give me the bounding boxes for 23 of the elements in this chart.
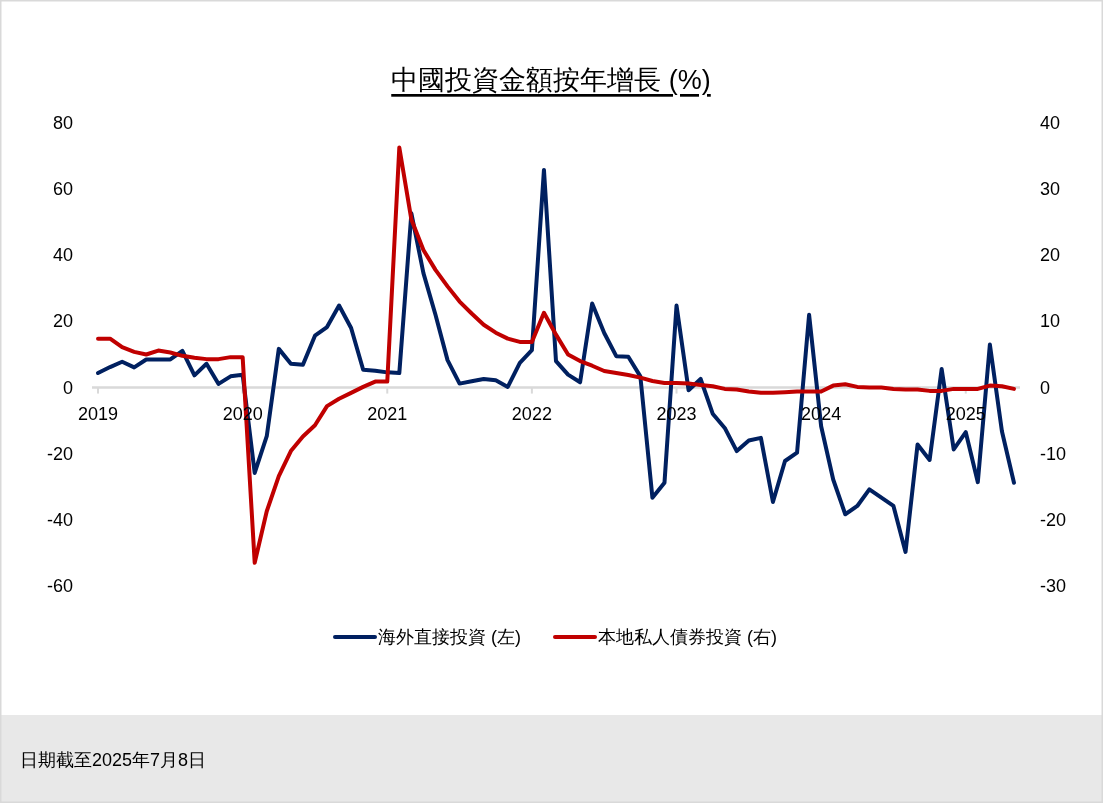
y-tick: 0 xyxy=(63,377,73,398)
x-tick: 2019 xyxy=(78,403,119,424)
title: 中國投資金額按年增長 (%) xyxy=(391,65,711,95)
y-tick: 60 xyxy=(52,179,73,200)
y2-tick: 40 xyxy=(1040,113,1061,133)
y-tick: -20 xyxy=(47,443,73,464)
y2-tick: -10 xyxy=(1040,443,1066,464)
y2-tick: 20 xyxy=(1040,245,1061,266)
x-tick: 2022 xyxy=(511,403,552,424)
y2-tick: 30 xyxy=(1040,179,1061,200)
annotation: 日期截至2025年7月8日 xyxy=(20,750,207,770)
y2-tick: -20 xyxy=(1040,509,1066,530)
y-tick: -60 xyxy=(47,576,73,596)
y-tick: 40 xyxy=(52,245,73,266)
y2-tick: -30 xyxy=(1040,576,1066,596)
legend-label: 本地私人債券投資 (右) xyxy=(598,627,777,647)
y2-tick: 0 xyxy=(1040,377,1050,398)
y-tick: 80 xyxy=(52,113,73,133)
x-tick: 2021 xyxy=(367,403,408,424)
y2-tick: 10 xyxy=(1040,311,1061,332)
y-tick: 20 xyxy=(52,311,73,332)
y-tick: -40 xyxy=(47,509,73,530)
legend-label: 海外直接投資 (左) xyxy=(378,627,521,647)
